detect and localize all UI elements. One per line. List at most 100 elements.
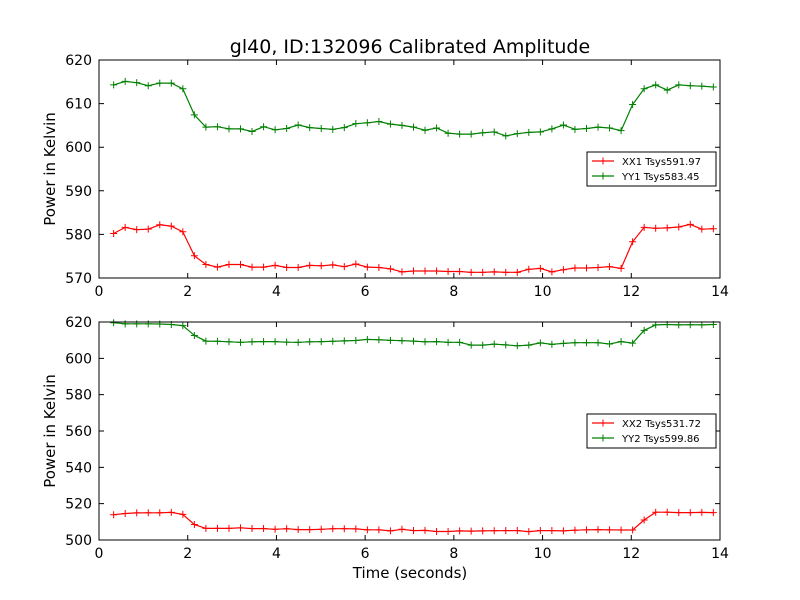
legend: XX2 Tsys531.72 YY2 Tsys599.86: [586, 413, 717, 449]
data-point: [502, 527, 510, 535]
legend-entry: YY1 Tsys583.45: [592, 172, 700, 183]
legend-label: XX1 Tsys591.97: [622, 157, 701, 168]
data-point: [571, 264, 579, 272]
data-point: [421, 126, 429, 134]
data-point: [179, 510, 187, 518]
data-point: [202, 524, 210, 532]
top-plot-panel: 0 2 4 6 8 10 12 14 570 580 590 600 610 620 Power in Ke…: [41, 53, 729, 300]
data-point: [283, 525, 291, 533]
data-point: [340, 263, 348, 271]
y-tick-label: 580: [65, 227, 92, 243]
data-point: [133, 79, 141, 87]
y-axis-label: Power in Kelvin: [41, 374, 59, 488]
data-point: [594, 123, 602, 131]
data-point: [629, 238, 637, 246]
x-tick-label: 10: [534, 546, 552, 562]
data-point: [548, 125, 556, 133]
data-point: [363, 335, 371, 343]
data-point: [490, 128, 498, 136]
data-point: [433, 124, 441, 132]
data-point: [536, 527, 544, 535]
data-point: [536, 128, 544, 136]
data-point: [156, 509, 164, 517]
y-tick-label: 620: [65, 315, 92, 331]
data-point: [709, 225, 717, 233]
x-tick-label: 0: [95, 284, 104, 300]
data-point: [294, 121, 302, 129]
data-point: [675, 321, 683, 329]
data-point: [375, 117, 383, 125]
data-point: [236, 260, 244, 268]
data-point: [167, 79, 175, 87]
data-point: [213, 337, 221, 345]
data-point: [110, 319, 118, 327]
legend-entry: XX1 Tsys591.97: [592, 157, 701, 168]
data-point: [352, 260, 360, 268]
data-point: [202, 260, 210, 268]
x-tick-label: 4: [272, 546, 281, 562]
data-point: [133, 320, 141, 328]
data-point: [456, 338, 464, 346]
data-point: [490, 527, 498, 535]
x-tick-label: 12: [622, 284, 640, 300]
data-point: [421, 338, 429, 346]
data-point: [479, 268, 487, 276]
data-point: [444, 338, 452, 346]
data-point: [606, 340, 614, 348]
data-point: [248, 128, 256, 136]
data-point: [398, 268, 406, 276]
x-tick-label: 8: [449, 546, 458, 562]
data-point: [121, 509, 129, 517]
series-line: [113, 223, 714, 273]
data-point: [260, 338, 268, 346]
data-point: [433, 527, 441, 535]
data-point: [156, 79, 164, 87]
data-point: [363, 119, 371, 127]
data-point: [467, 527, 475, 535]
data-point: [133, 509, 141, 517]
data-point: [260, 123, 268, 131]
data-point: [617, 264, 625, 272]
data-point: [490, 340, 498, 348]
data-point: [640, 85, 648, 93]
data-point: [375, 336, 383, 344]
data-point: [548, 268, 556, 276]
data-point: [352, 120, 360, 128]
series-xx1: [110, 220, 717, 276]
legend-box: [586, 413, 717, 449]
data-point: [709, 509, 717, 517]
data-point: [225, 125, 233, 133]
data-point: [582, 339, 590, 347]
data-point: [167, 222, 175, 230]
data-point: [582, 526, 590, 534]
data-point: [617, 127, 625, 135]
data-point: [513, 527, 521, 535]
data-point: [386, 527, 394, 535]
x-tick-label: 0: [95, 546, 104, 562]
data-point: [156, 221, 164, 229]
data-point: [640, 223, 648, 231]
data-point: [409, 123, 417, 131]
data-point: [248, 525, 256, 533]
data-point: [190, 111, 198, 119]
legend-marker: [599, 434, 607, 442]
plot-frame: [98, 59, 721, 279]
data-point: [110, 81, 118, 89]
data-point: [629, 100, 637, 108]
data-point: [548, 340, 556, 348]
x-tick-label: 6: [361, 284, 370, 300]
data-point: [202, 123, 210, 131]
data-point: [329, 525, 337, 533]
data-point: [190, 331, 198, 339]
data-point: [675, 223, 683, 231]
data-point: [479, 527, 487, 535]
x-tick-label: 14: [711, 546, 729, 562]
data-point: [536, 264, 544, 272]
data-point: [213, 263, 221, 271]
data-point: [340, 525, 348, 533]
series-xx2: [110, 508, 717, 536]
data-point: [271, 126, 279, 134]
data-point: [652, 321, 660, 329]
data-point: [110, 511, 118, 519]
data-point: [456, 267, 464, 275]
